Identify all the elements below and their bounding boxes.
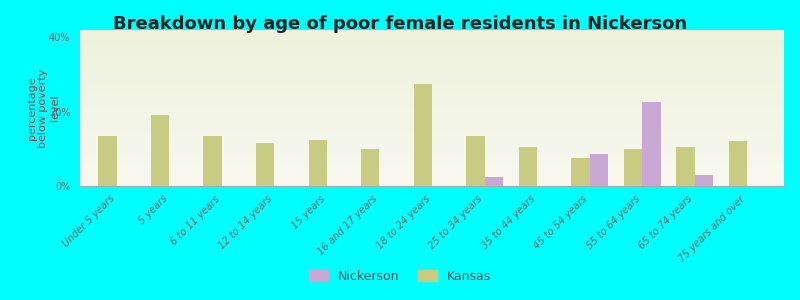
Bar [676,147,694,186]
Bar [590,154,608,186]
Bar [203,136,222,186]
Bar [466,136,485,186]
Bar [642,102,661,186]
Bar [256,143,274,186]
Bar [361,149,379,186]
Bar [729,141,747,186]
Bar [485,177,503,186]
Bar [624,149,642,186]
Legend: Nickerson, Kansas: Nickerson, Kansas [304,265,496,288]
Bar [98,136,117,186]
Bar [571,158,590,186]
Bar [694,175,713,186]
Text: Breakdown by age of poor female residents in Nickerson: Breakdown by age of poor female resident… [113,15,687,33]
Y-axis label: percentage
below poverty
level: percentage below poverty level [26,68,60,148]
Bar [151,116,170,186]
Bar [518,147,537,186]
Bar [414,84,432,186]
Bar [309,140,327,186]
